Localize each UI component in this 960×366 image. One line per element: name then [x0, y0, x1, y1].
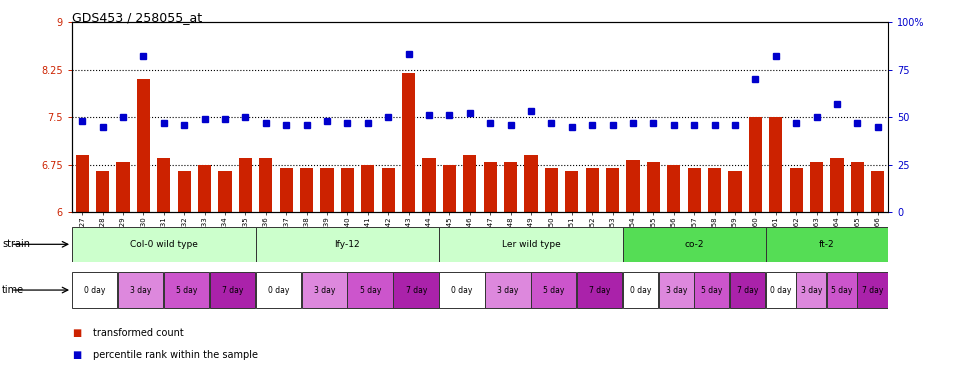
Text: 3 day: 3 day	[665, 285, 687, 295]
Text: strain: strain	[2, 239, 30, 249]
Bar	[796, 272, 827, 308]
Bar	[443, 165, 456, 212]
Bar	[544, 168, 558, 212]
Bar	[565, 171, 579, 212]
Bar	[623, 272, 659, 308]
Text: 7 day: 7 day	[862, 285, 883, 295]
Text: 3 day: 3 day	[131, 285, 152, 295]
Text: 5 day: 5 day	[702, 285, 723, 295]
Text: ft-2: ft-2	[819, 240, 834, 249]
Text: 3 day: 3 day	[314, 285, 335, 295]
Bar	[667, 165, 681, 212]
Bar	[769, 117, 782, 212]
Bar	[381, 168, 395, 212]
Bar	[577, 272, 622, 308]
Text: 0 day: 0 day	[84, 285, 106, 295]
Text: 0 day: 0 day	[770, 285, 792, 295]
Bar	[361, 165, 374, 212]
Text: 5 day: 5 day	[176, 285, 198, 295]
Bar	[218, 171, 231, 212]
Text: 7 day: 7 day	[589, 285, 611, 295]
Bar	[857, 272, 888, 308]
Bar	[72, 272, 117, 308]
Text: 3 day: 3 day	[801, 285, 822, 295]
Bar	[694, 272, 730, 308]
Bar	[440, 227, 623, 262]
Bar	[198, 165, 211, 212]
Text: 0 day: 0 day	[451, 285, 473, 295]
Bar	[626, 160, 639, 212]
Bar	[321, 168, 334, 212]
Text: ■: ■	[72, 328, 82, 338]
Bar	[708, 168, 721, 212]
Bar	[300, 168, 313, 212]
Bar	[606, 168, 619, 212]
Bar	[687, 168, 701, 212]
Text: Ler wild type: Ler wild type	[502, 240, 561, 249]
Text: 7 day: 7 day	[737, 285, 758, 295]
Bar	[239, 158, 252, 212]
Text: 5 day: 5 day	[360, 285, 381, 295]
Text: 5 day: 5 day	[543, 285, 564, 295]
Text: lfy-12: lfy-12	[335, 240, 360, 249]
Bar	[485, 272, 531, 308]
Text: GDS453 / 258055_at: GDS453 / 258055_at	[72, 11, 203, 24]
Text: 5 day: 5 day	[831, 285, 852, 295]
Bar	[463, 155, 476, 212]
Bar	[484, 161, 497, 212]
Bar	[118, 272, 163, 308]
Text: percentile rank within the sample: percentile rank within the sample	[93, 350, 258, 360]
Bar	[255, 227, 440, 262]
Bar	[586, 168, 599, 212]
Text: Col-0 wild type: Col-0 wild type	[130, 240, 198, 249]
Bar	[531, 272, 577, 308]
Bar	[440, 272, 485, 308]
Bar	[730, 272, 765, 308]
Bar	[504, 161, 517, 212]
Bar	[766, 227, 888, 262]
Text: 3 day: 3 day	[497, 285, 518, 295]
Bar	[830, 158, 844, 212]
Bar	[766, 272, 796, 308]
Bar	[524, 155, 538, 212]
Bar	[301, 272, 347, 308]
Bar	[259, 158, 273, 212]
Bar	[749, 117, 762, 212]
Bar	[209, 272, 255, 308]
Bar	[96, 171, 109, 212]
Bar	[729, 171, 742, 212]
Text: time: time	[2, 285, 24, 295]
Text: ■: ■	[72, 350, 82, 360]
Bar	[659, 272, 694, 308]
Text: 7 day: 7 day	[222, 285, 243, 295]
Bar	[116, 161, 130, 212]
Bar	[851, 161, 864, 212]
Bar	[136, 79, 150, 212]
Bar	[394, 272, 439, 308]
Text: transformed count: transformed count	[93, 328, 184, 338]
Bar	[402, 73, 416, 212]
Text: 7 day: 7 day	[405, 285, 427, 295]
Bar	[810, 161, 824, 212]
Bar	[157, 158, 171, 212]
Bar	[827, 272, 857, 308]
Bar	[789, 168, 803, 212]
Bar	[871, 171, 884, 212]
Bar	[178, 171, 191, 212]
Bar	[647, 161, 660, 212]
Text: 0 day: 0 day	[268, 285, 289, 295]
Bar	[348, 272, 393, 308]
Bar	[72, 227, 255, 262]
Bar	[341, 168, 354, 212]
Bar	[255, 272, 301, 308]
Bar	[422, 158, 436, 212]
Bar	[279, 168, 293, 212]
Text: co-2: co-2	[684, 240, 704, 249]
Bar	[164, 272, 209, 308]
Bar	[623, 227, 766, 262]
Text: 0 day: 0 day	[630, 285, 651, 295]
Bar	[76, 155, 89, 212]
